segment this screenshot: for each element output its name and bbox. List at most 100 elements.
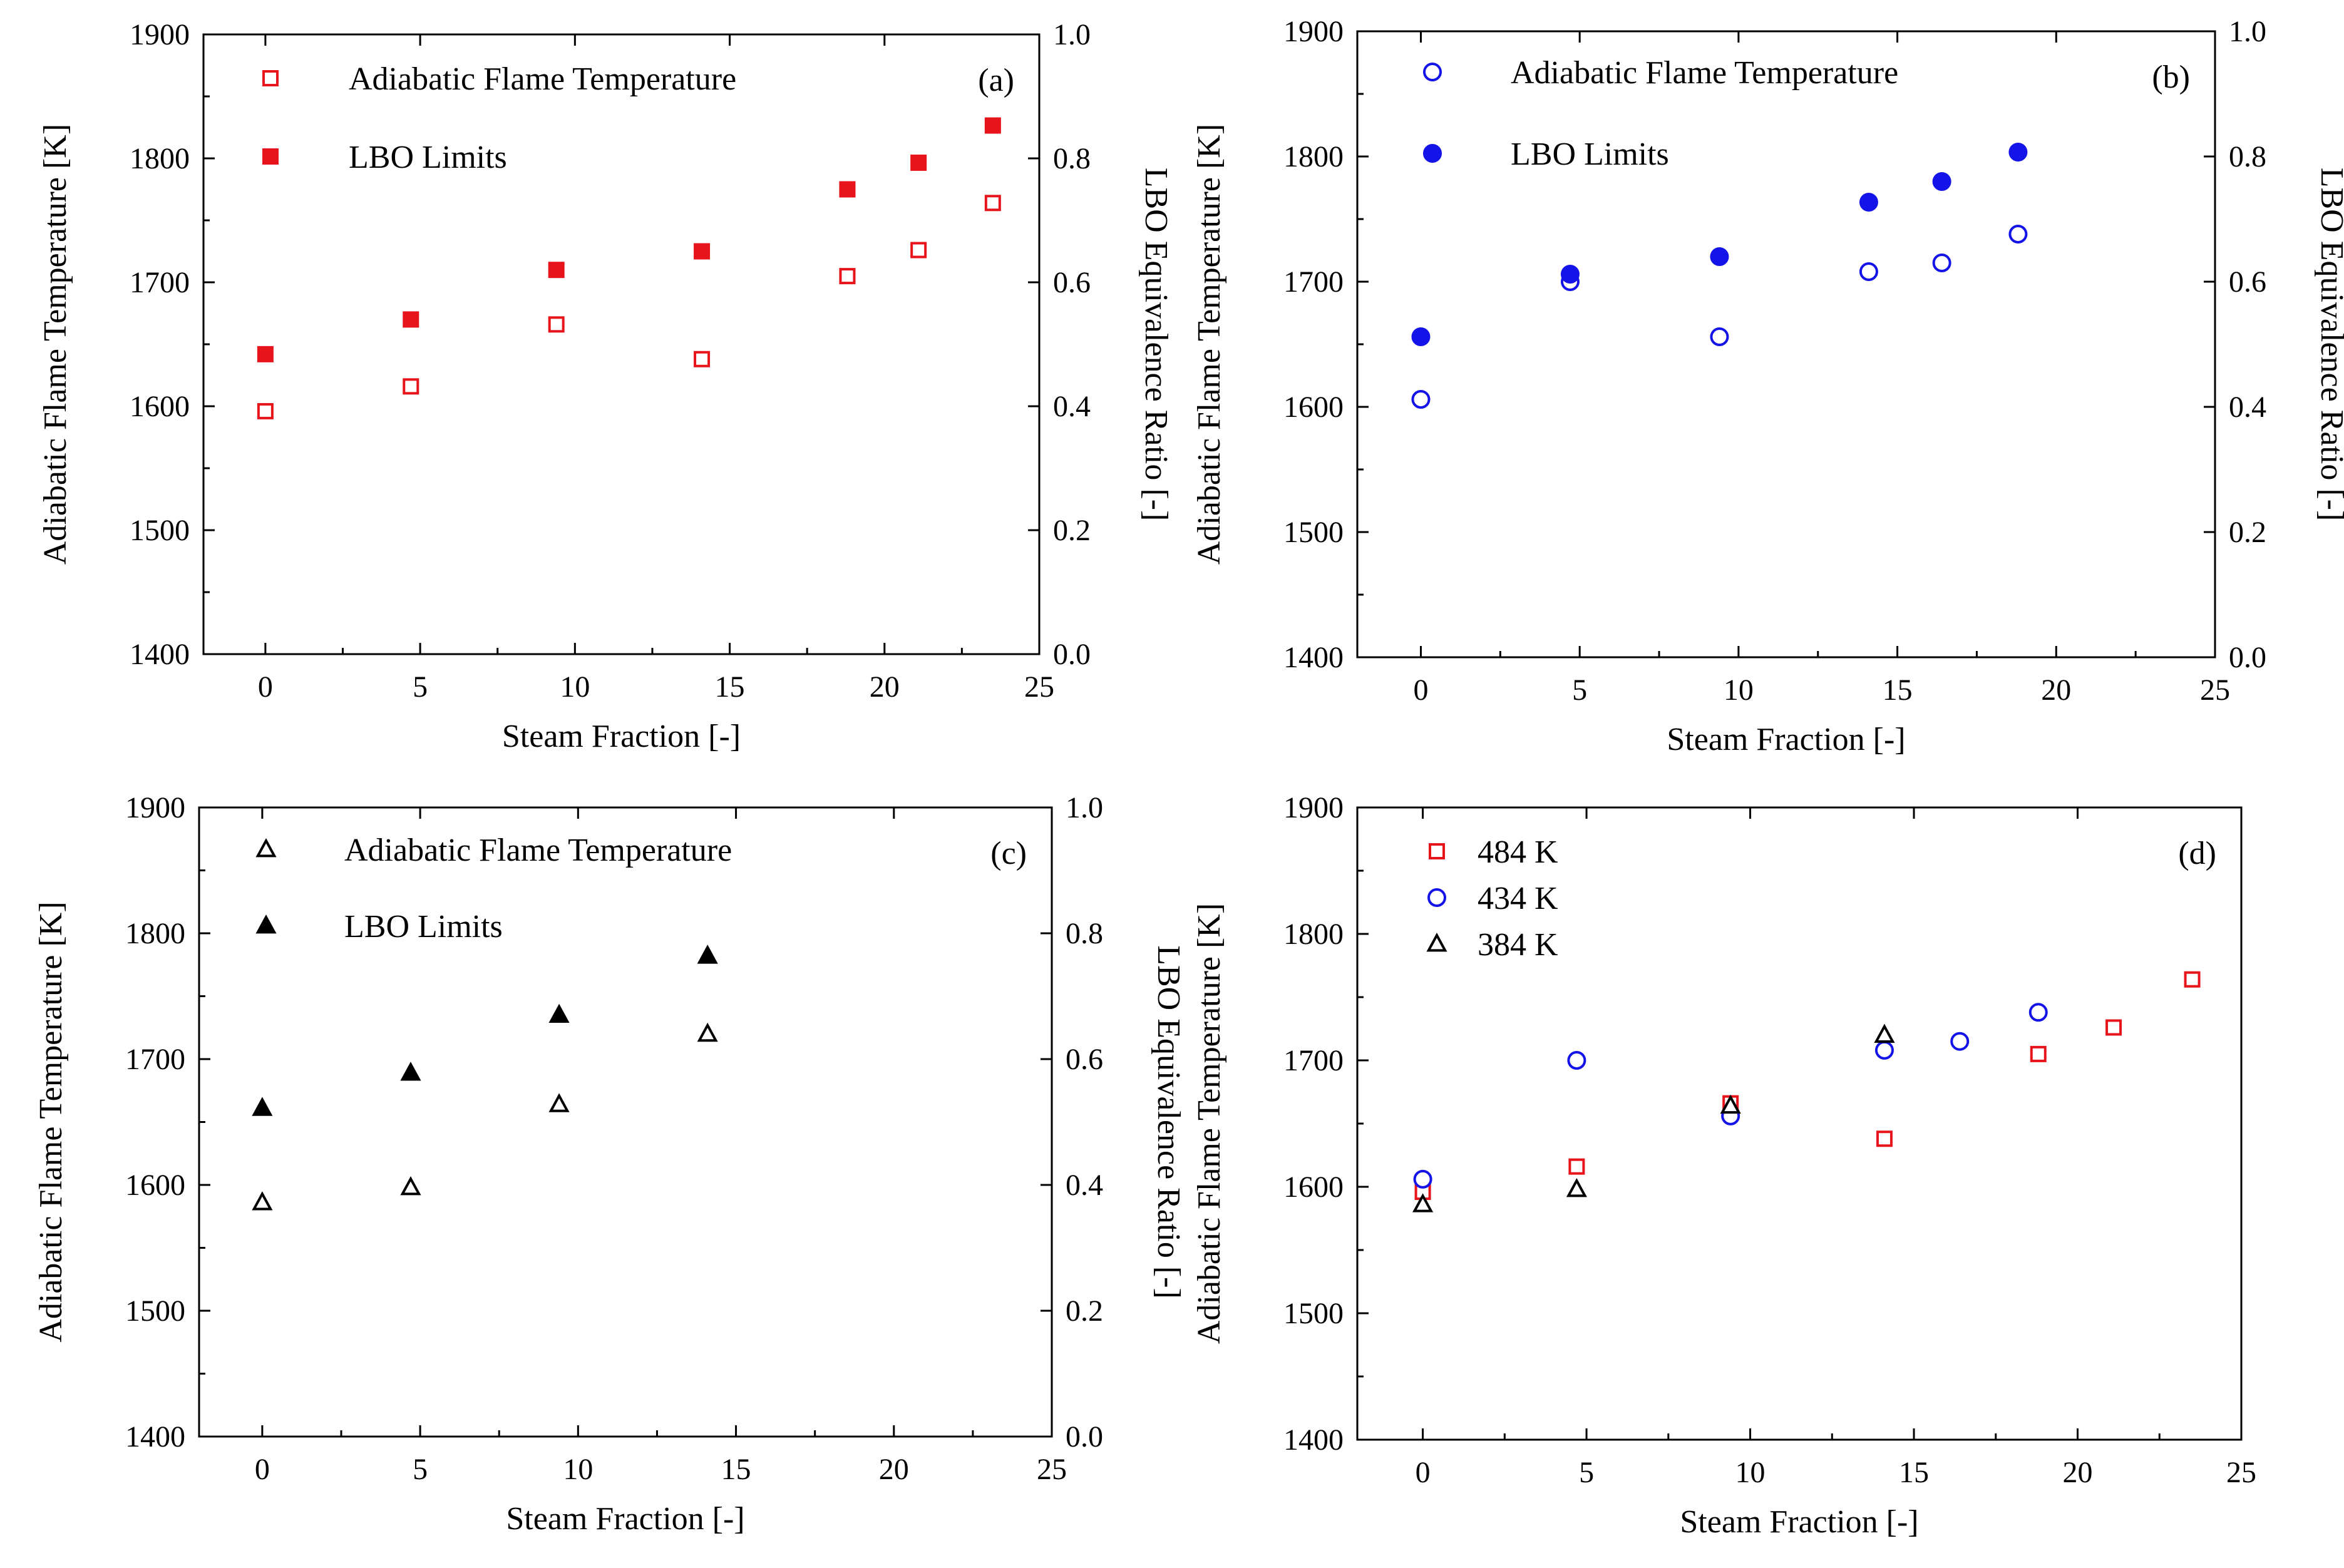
y-tick-label: 1700 — [1283, 265, 1344, 299]
x-axis-title: Steam Fraction [-] — [502, 719, 741, 754]
legend-marker — [262, 70, 279, 86]
data-point — [403, 311, 419, 328]
legend-label: LBO Limits — [349, 140, 507, 175]
data-point — [1720, 1094, 1741, 1114]
x-tick-label: 15 — [1883, 674, 1913, 707]
x-tick-label: 0 — [1413, 674, 1428, 707]
y-tick-label: 1600 — [1283, 391, 1344, 424]
data-point — [1411, 327, 1431, 346]
legend-marker — [1426, 932, 1447, 952]
series-1 — [1411, 143, 2028, 346]
y2-tick-label: 0.4 — [1066, 1169, 1103, 1202]
legend-label: LBO Limits — [344, 909, 503, 945]
legend-label: 434 K — [1478, 881, 1558, 916]
x-tick-label: 5 — [413, 670, 428, 704]
x-tick-label: 0 — [255, 1453, 270, 1486]
data-point — [984, 195, 1001, 212]
legend-marker — [1423, 144, 1442, 163]
panel-label: (a) — [978, 63, 1014, 98]
data-point — [694, 351, 711, 367]
y2-axis-title: LBO Equivalence Ratio [-] — [1138, 168, 1174, 521]
x-tick-label: 0 — [1416, 1456, 1431, 1489]
data-point — [2105, 1019, 2122, 1036]
legend-label: 484 K — [1478, 834, 1558, 870]
y-tick-label: 1400 — [130, 638, 190, 671]
data-point — [1874, 1040, 1894, 1060]
legend-label: Adiabatic Flame Temperature — [349, 61, 736, 97]
y-tick-label: 1600 — [1283, 1171, 1344, 1204]
x-tick-label: 5 — [1572, 674, 1587, 707]
data-point — [1874, 1023, 1895, 1043]
data-point — [839, 181, 856, 198]
y2-axis-title: LBO Equivalence Ratio [-] — [2314, 168, 2344, 521]
data-point — [694, 243, 711, 260]
data-point — [1413, 1169, 1432, 1189]
y-tick-label: 1700 — [125, 1043, 185, 1076]
legend-marker — [262, 148, 279, 165]
y-tick-label: 1900 — [1283, 791, 1344, 824]
y2-tick-label: 1.0 — [2229, 15, 2266, 48]
data-point — [910, 242, 927, 259]
y2-tick-label: 0.0 — [1053, 638, 1091, 671]
y-tick-label: 1600 — [130, 390, 190, 423]
data-point — [1560, 265, 1580, 284]
y-tick-label: 1700 — [130, 266, 190, 299]
y2-tick-label: 0.8 — [1066, 917, 1103, 950]
y2-axis-title: LBO Equivalence Ratio [-] — [1151, 945, 1186, 1299]
legend-marker — [255, 838, 277, 858]
data-point — [910, 154, 927, 171]
panel-d: 0 5 10 15 20 25 1400 1500 1600 1700 1800 1900 Steam … — [1191, 791, 2256, 1540]
y2-tick-label: 0.6 — [2229, 265, 2266, 299]
data-point — [2008, 225, 2028, 243]
legend-label: LBO Limits — [1511, 136, 1669, 172]
x-tick-label: 15 — [715, 670, 745, 704]
series-1 — [252, 945, 718, 1116]
series-0 — [257, 195, 1001, 419]
panel-b: 0 5 10 15 20 25 1400 1500 1600 1700 1800 1900 0.0 0.2… — [1191, 15, 2344, 757]
x-tick-label: 10 — [1735, 1456, 1766, 1489]
data-point — [1932, 254, 1951, 272]
y-tick-label: 1500 — [1283, 1297, 1344, 1330]
series-2 — [1412, 1023, 1895, 1212]
legend-label: 384 K — [1478, 927, 1558, 963]
data-point — [2030, 1045, 2047, 1062]
data-point — [2028, 1003, 2048, 1022]
data-point — [1568, 1158, 1585, 1175]
y-tick-label: 1500 — [125, 1294, 185, 1328]
data-point — [257, 346, 274, 362]
y2-tick-label: 0.4 — [1053, 390, 1091, 423]
y2-tick-label: 0.6 — [1066, 1043, 1103, 1076]
x-tick-label: 25 — [1024, 670, 1054, 704]
data-point — [839, 268, 856, 285]
data-point — [1567, 1051, 1586, 1070]
data-point — [400, 1176, 421, 1196]
y-axis-title: Adiabatic Flame Temperature [K] — [33, 901, 69, 1342]
y-tick-label: 1800 — [1283, 918, 1344, 951]
plot-frame — [1356, 30, 2216, 658]
data-point — [697, 1022, 718, 1042]
data-point — [1932, 172, 1951, 191]
plot-frame — [198, 806, 1053, 1438]
series-1 — [257, 117, 1001, 362]
y2-tick-label: 0.2 — [1053, 514, 1091, 547]
x-tick-label: 20 — [2041, 674, 2071, 707]
y2-tick-label: 0.6 — [1053, 266, 1091, 299]
data-point — [1710, 247, 1729, 266]
series-0 — [252, 1022, 718, 1211]
x-axis-title: Steam Fraction [-] — [1667, 722, 1905, 757]
y2-tick-label: 0.4 — [2229, 391, 2266, 424]
y-tick-label: 1400 — [1283, 1423, 1344, 1457]
data-point — [400, 1062, 421, 1081]
y-axis-title: Adiabatic Flame Temperature [K] — [1191, 903, 1227, 1344]
y-tick-label: 1500 — [130, 514, 190, 547]
x-tick-label: 20 — [879, 1453, 909, 1486]
y-axis-title: Adiabatic Flame Temperature [K] — [1191, 124, 1227, 565]
y-tick-label: 1400 — [125, 1420, 185, 1453]
y-tick-label: 1600 — [125, 1169, 185, 1202]
y2-tick-label: 0.8 — [2229, 140, 2266, 173]
y2-tick-label: 0.2 — [1066, 1294, 1103, 1328]
y-tick-label: 1800 — [1283, 140, 1344, 173]
legend-marker — [1429, 843, 1445, 859]
x-tick-label: 25 — [1037, 1453, 1067, 1486]
